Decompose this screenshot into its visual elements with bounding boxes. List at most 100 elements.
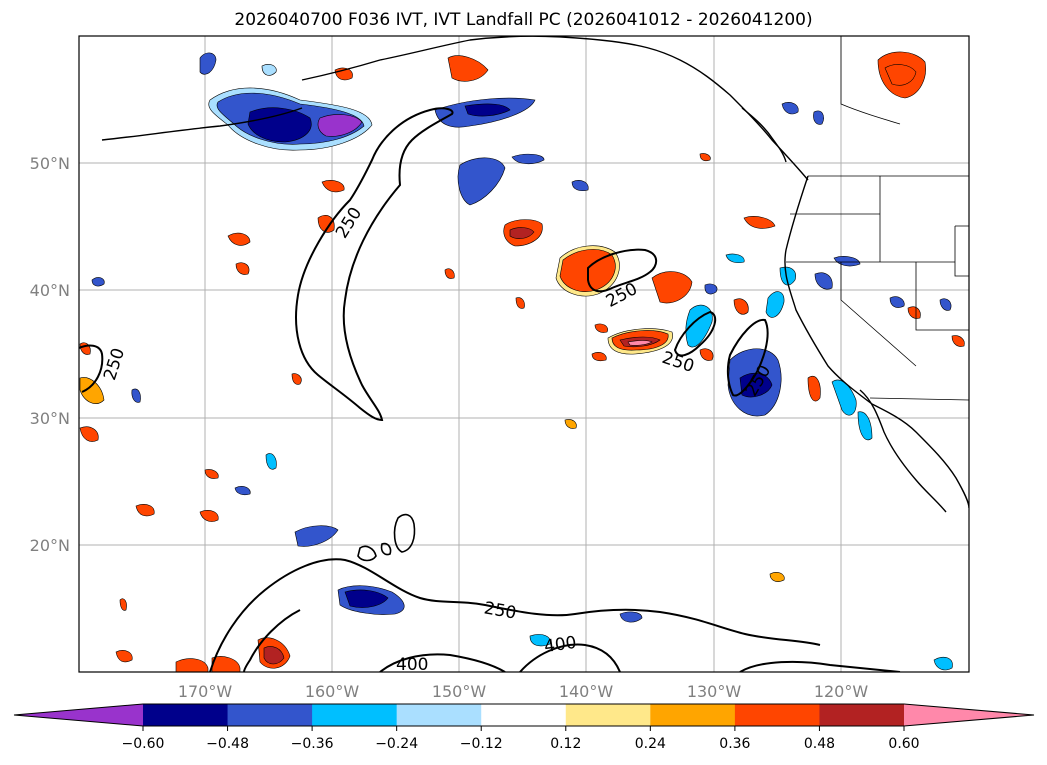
colorbar-bin [227,704,313,726]
blob-baja [831,379,857,416]
contour-250-south-east [739,660,901,672]
aleutians [101,107,303,141]
blob-hawaii-west [294,525,339,547]
lon-label-150: 150°W [432,682,487,701]
blob-mid-d [733,298,749,315]
colorbar-extend-min [14,704,143,726]
blob-ne [889,296,905,308]
blob-mid-1 [685,304,713,348]
blob-s-4 [175,658,209,672]
nevada-line [915,262,969,331]
blob-ne-2 [939,298,952,311]
us-mexico-border [869,397,969,401]
colorbar-extend-max [904,704,1034,726]
blob-mid-2 [704,283,718,295]
blob-s-7 [119,598,127,611]
blob-small-k [769,572,785,582]
plot-background [79,36,969,672]
vancouver-island [741,107,787,163]
blob-small-f [951,335,965,347]
contour-250-east-a [673,310,717,357]
blob-coast-warm [807,376,821,402]
map-title: 2026040700 F036 IVT, IVT Landfall PC (20… [234,10,813,30]
lon-label-140: 140°W [559,682,614,701]
colorbar: −0.60 −0.48 −0.36 −0.24 −0.12 0.12 0.24 0.36 0.4… [13,703,1035,752]
blob-gulf-alaska-core [464,103,511,117]
lat-label-40: 40°N [30,281,70,300]
blob-s-1 [135,504,155,517]
colorbar-bin [650,704,736,726]
blob-west-edge [199,52,217,75]
blob-aleutian-peak [317,114,363,137]
blob-baja-2 [857,411,873,441]
blob-pacnw-2 [813,110,824,125]
alaska-coast [301,36,809,181]
lon-label-130: 130°W [687,682,742,701]
blob-small-j [204,469,219,479]
colorbar-tick-label: 0.12 [550,736,581,752]
blob-west-3 [321,180,345,193]
latitude-labels: 50°N 40°N 30°N 20°N [30,154,70,555]
blob-far-west [79,377,105,404]
blob-west-4 [235,262,250,275]
colorbar-tick-label: 0.36 [719,736,750,752]
colorbar-tick-label: −0.36 [291,736,334,752]
blob-s-6 [115,650,133,663]
borders [786,36,969,401]
ca-nv-border [840,262,917,367]
blob-west-1 [227,232,251,246]
colorbar-bin [481,704,567,726]
blob-sub-hawaii-core [344,589,389,608]
lat-label-20: 20°N [30,536,70,555]
blob-coast-1 [765,291,785,318]
blob-small-e [907,306,921,319]
colorbar-bin [734,704,820,726]
contour-400-south [379,643,621,672]
blob-small-2 [571,180,589,192]
blob-small-h [444,268,455,279]
canada-alaska-border [840,36,901,125]
blob-small-l [699,153,711,162]
colorbar-tick-label: 0.60 [888,736,919,752]
blob-small-d [699,348,714,361]
blob-nw-1 [447,55,489,82]
longitude-labels: 170°W 160°W 150°W 140°W 130°W 120°W [178,682,869,701]
colorbar-bin [143,704,229,726]
lat-label-50: 50°N [30,154,70,173]
island-big [393,513,416,553]
blob-south-1 [619,611,643,623]
blob-mid-north [457,157,506,206]
colorbar-tick-label: −0.12 [460,736,503,752]
blob-south-3 [933,656,953,671]
contour-250-nw [295,107,454,422]
blob-small-w2 [265,453,277,470]
lon-label-120: 120°W [814,682,869,701]
blob-small-b [591,352,607,362]
blob-small-w4 [131,388,141,403]
blob-mid-a-core [509,227,535,239]
hawaiian-islands [357,513,416,562]
blob-small-c [564,419,577,429]
blob-small-w3 [234,486,251,496]
colorbar-bin [396,704,482,726]
colorbar-tick-label: −0.24 [375,736,418,752]
blob-west-small [261,64,277,76]
positive-anomaly-regions [79,51,965,672]
contour-250-east-b [726,318,769,397]
blob-ne-corner-2 [884,64,917,86]
blob-small-west [91,277,105,287]
blob-aleutian-core [247,107,312,143]
us-west-coast [784,175,969,509]
colorbar-tick-label: 0.24 [635,736,666,752]
lon-label-160: 160°W [305,682,360,701]
blob-small-i [291,373,302,385]
blob-coast-2 [779,266,796,286]
blob-small-g [515,297,525,309]
blob-mid-c [743,216,776,229]
lat-label-30: 30°N [30,409,70,428]
contour-250-south [209,558,821,672]
island-small [380,542,392,556]
baja-coast [859,389,947,513]
blob-s-3-core [263,646,285,665]
colorbar-tick-label: 0.48 [804,736,835,752]
